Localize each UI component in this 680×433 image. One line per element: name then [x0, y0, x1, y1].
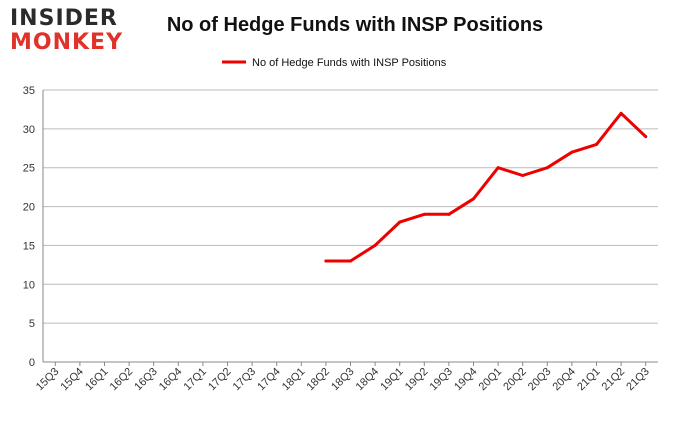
x-tick-label: 15Q3 — [34, 366, 62, 394]
data-point — [496, 166, 500, 170]
y-tick-labels: 0 5 10 15 20 25 30 35 — [23, 85, 35, 369]
x-tick-label: 20Q2 — [501, 366, 529, 394]
x-tick-label: 19Q1 — [378, 366, 406, 394]
chart-title: No of Hedge Funds with INSP Positions — [166, 14, 544, 36]
y-tick-label: 30 — [23, 124, 35, 136]
x-tick-label: 19Q3 — [427, 366, 455, 394]
data-point — [644, 135, 648, 139]
insider-monkey-logo: INSIDER MONKEY — [8, 6, 128, 56]
grid-lines — [42, 89, 658, 363]
x-tick-label: 21Q2 — [600, 366, 628, 394]
data-point — [447, 212, 451, 216]
x-tick-label: 20Q1 — [477, 366, 505, 394]
x-tick-label: 20Q3 — [526, 366, 554, 394]
legend: No of Hedge Funds with INSP Positions — [222, 57, 447, 69]
x-tick-label: 17Q3 — [231, 366, 259, 394]
data-point — [570, 150, 574, 154]
y-tick-label: 5 — [29, 318, 35, 330]
data-point — [324, 259, 328, 263]
data-point — [349, 259, 352, 263]
y-tick-label: 0 — [29, 357, 35, 369]
x-tick-label: 19Q2 — [403, 366, 431, 394]
series-line-0 — [324, 111, 648, 263]
data-point — [595, 142, 598, 146]
series-line-group — [324, 111, 648, 263]
data-point — [422, 212, 426, 216]
data-point — [398, 220, 402, 224]
data-point — [472, 197, 475, 201]
logo-line-2: MONKEY — [10, 30, 124, 55]
y-tick-label: 15 — [23, 240, 35, 252]
y-tick-label: 10 — [23, 279, 35, 291]
y-tick-label: 25 — [23, 163, 35, 175]
x-tick-label: 18Q3 — [329, 366, 357, 394]
x-tick-label: 21Q3 — [624, 366, 652, 394]
data-point — [619, 111, 623, 115]
x-tick-label: 17Q4 — [255, 366, 283, 394]
x-tick-label: 16Q4 — [157, 366, 185, 394]
x-tick-labels: 15Q315Q416Q116Q216Q316Q417Q117Q217Q317Q4… — [34, 362, 652, 393]
legend-label: No of Hedge Funds with INSP Positions — [252, 57, 447, 69]
x-tick-label: 18Q4 — [354, 366, 382, 394]
x-tick-label: 18Q2 — [304, 366, 332, 394]
x-tick-label: 16Q3 — [132, 366, 160, 394]
x-tick-label: 17Q2 — [206, 366, 234, 394]
data-point — [545, 166, 549, 170]
x-tick-label: 16Q2 — [108, 366, 136, 394]
logo-line-1: INSIDER — [10, 6, 118, 31]
x-tick-label: 20Q4 — [550, 366, 578, 394]
x-tick-label: 19Q4 — [452, 366, 480, 394]
x-tick-label: 17Q1 — [181, 366, 209, 394]
x-tick-label: 16Q1 — [83, 366, 111, 394]
x-tick-label: 15Q4 — [58, 366, 86, 394]
x-tick-label: 21Q1 — [575, 366, 603, 394]
data-point — [373, 243, 377, 247]
data-point — [521, 173, 525, 177]
y-tick-label: 35 — [23, 85, 35, 97]
y-tick-label: 20 — [23, 202, 35, 214]
x-tick-label: 18Q1 — [280, 366, 308, 394]
